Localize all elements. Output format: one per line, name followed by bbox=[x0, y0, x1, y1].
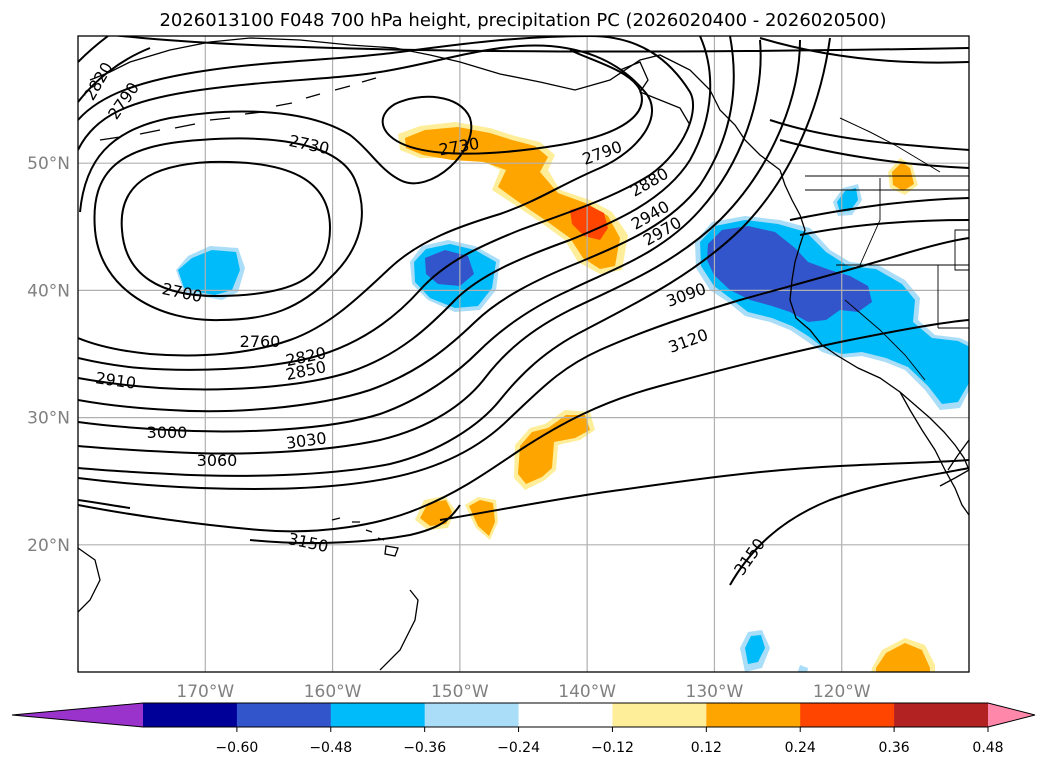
colorbar-segment bbox=[518, 703, 613, 727]
figure-title: 2026013100 F048 700 hPa height, precipit… bbox=[159, 10, 886, 31]
latitude-tick-label: 40°N bbox=[27, 281, 70, 301]
colorbar-tick-label: 0.48 bbox=[972, 740, 1003, 756]
colorbar-tick-label: 0.12 bbox=[691, 740, 722, 756]
precip-fill-layer bbox=[176, 122, 969, 672]
longitude-ticks: 170°W 160°W 150°W 140°W 130°W 120°W bbox=[176, 682, 870, 702]
colorbar-tick-label: −0.24 bbox=[497, 740, 540, 756]
latitude-tick-label: 20°N bbox=[27, 536, 70, 556]
height-contours bbox=[78, 36, 969, 586]
longitude-tick-label: 160°W bbox=[304, 682, 362, 702]
map-frame bbox=[77, 35, 970, 673]
map-area: 2820 2790 2730 2730 2790 2880 2940 2970 … bbox=[78, 36, 969, 672]
colorbar-segment bbox=[894, 703, 989, 727]
precip-positive-area bbox=[876, 643, 930, 672]
latitude-tick-label: 50°N bbox=[27, 154, 70, 174]
colorbar-segment bbox=[800, 703, 895, 727]
colorbar-tick-label: 0.24 bbox=[785, 740, 816, 756]
latitude-tick-label: 30°N bbox=[27, 409, 70, 429]
precip-negative-area bbox=[745, 635, 765, 664]
latitude-ticks: 50°N 40°N 30°N 20°N bbox=[27, 154, 70, 556]
precip-strong-negative bbox=[425, 250, 474, 286]
contour-label: 2760 bbox=[240, 332, 281, 351]
precip-strong-positive bbox=[570, 205, 608, 240]
precip-negative-area bbox=[797, 665, 808, 672]
colorbar-segment bbox=[236, 703, 332, 727]
colorbar-segment bbox=[143, 703, 238, 727]
longitude-tick-label: 120°W bbox=[813, 682, 871, 702]
longitude-tick-label: 150°W bbox=[431, 682, 489, 702]
colorbar bbox=[11, 702, 1036, 728]
precip-negative-area bbox=[178, 250, 240, 295]
colorbar-outline bbox=[11, 702, 1036, 728]
colorbar-tick-label: −0.48 bbox=[309, 740, 352, 756]
longitude-tick-label: 140°W bbox=[558, 682, 616, 702]
colorbar-tick-label: 0.36 bbox=[879, 740, 910, 756]
colorbar-extend-high bbox=[988, 703, 1035, 727]
precip-positive-area bbox=[469, 500, 495, 536]
colorbar-segment bbox=[612, 703, 707, 727]
precip-positive-area bbox=[405, 127, 620, 269]
contour-label: 3060 bbox=[197, 451, 238, 470]
colorbar-ticks: −0.60 −0.48 −0.36 −0.24 −0.12 0.12 0.24 0.36 0.4… bbox=[215, 727, 1004, 756]
gridlines bbox=[78, 36, 969, 672]
longitude-tick-label: 170°W bbox=[176, 682, 234, 702]
colorbar-extend-low bbox=[12, 703, 143, 727]
colorbar-segment bbox=[424, 703, 520, 727]
precip-positive-area bbox=[518, 415, 590, 484]
colorbar-tick-label: −0.60 bbox=[215, 740, 258, 756]
longitude-tick-label: 130°W bbox=[686, 682, 744, 702]
colorbar-segment bbox=[706, 703, 801, 727]
colorbar-segment bbox=[330, 703, 426, 727]
colorbar-tick-label: −0.12 bbox=[591, 740, 634, 756]
colorbar-tick-label: −0.36 bbox=[403, 740, 446, 756]
contour-label: 3000 bbox=[147, 423, 188, 442]
